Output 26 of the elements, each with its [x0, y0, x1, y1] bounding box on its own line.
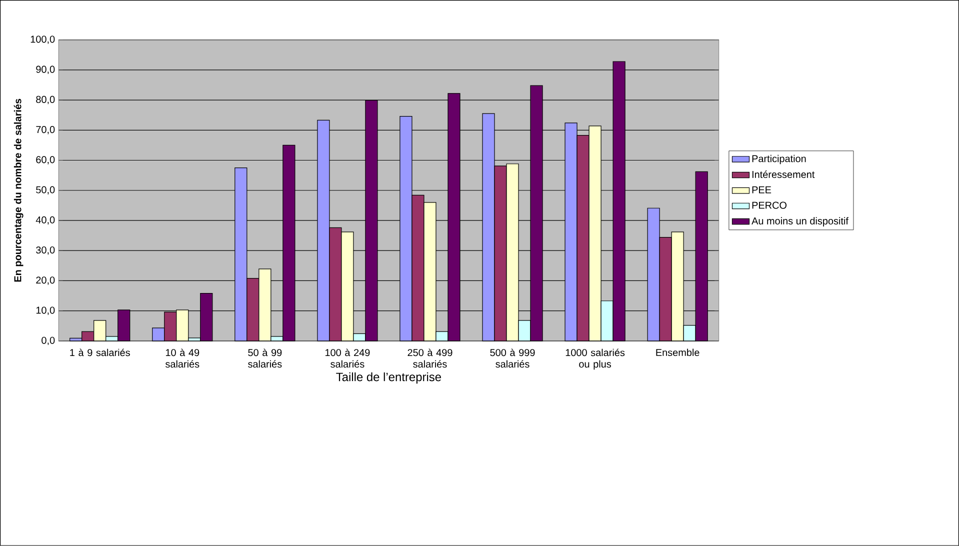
x-tick-label: 1000 salariés ou plus: [566, 348, 625, 370]
y-tick-label: 10,0: [36, 306, 55, 316]
y-tick-label: 80,0: [36, 96, 55, 104]
legend-label: PEE: [752, 186, 772, 194]
y-tick-label: 50,0: [36, 186, 55, 195]
y-tick-label: 60,0: [36, 156, 55, 164]
y-tick-label: 100,0: [30, 36, 55, 44]
x-tick-label: 1 à 9 salariés: [70, 348, 130, 356]
y-tick-label: 40,0: [36, 216, 55, 225]
y-tick-label: 70,0: [36, 126, 55, 134]
y-tick-label: 30,0: [36, 246, 55, 255]
x-tick-label: Ensemble: [656, 348, 700, 356]
legend-label: PERCO: [752, 202, 787, 209]
legend-label: Au moins un dispositif: [752, 217, 848, 227]
y-tick-label: 0,0: [42, 336, 55, 346]
y-axis-title: En pourcentage du nombre de salariés: [14, 98, 24, 282]
legend-label: Participation: [752, 154, 806, 164]
y-tick-label: 20,0: [36, 276, 55, 285]
x-tick-label: 50 à 99 salariés: [248, 348, 282, 368]
x-axis-title: Taille de l’entreprise: [336, 372, 441, 384]
x-tick-label: 10 à 49 salariés: [165, 348, 200, 368]
y-tick-label: 90,0: [36, 66, 55, 74]
x-tick-label: 500 à 999 salariés: [490, 348, 535, 368]
x-tick-label: 250 à 499 salariés: [408, 348, 452, 368]
x-tick-label: 100 à 249 salariés: [325, 348, 370, 368]
legend-label: Intéressement: [752, 170, 815, 178]
